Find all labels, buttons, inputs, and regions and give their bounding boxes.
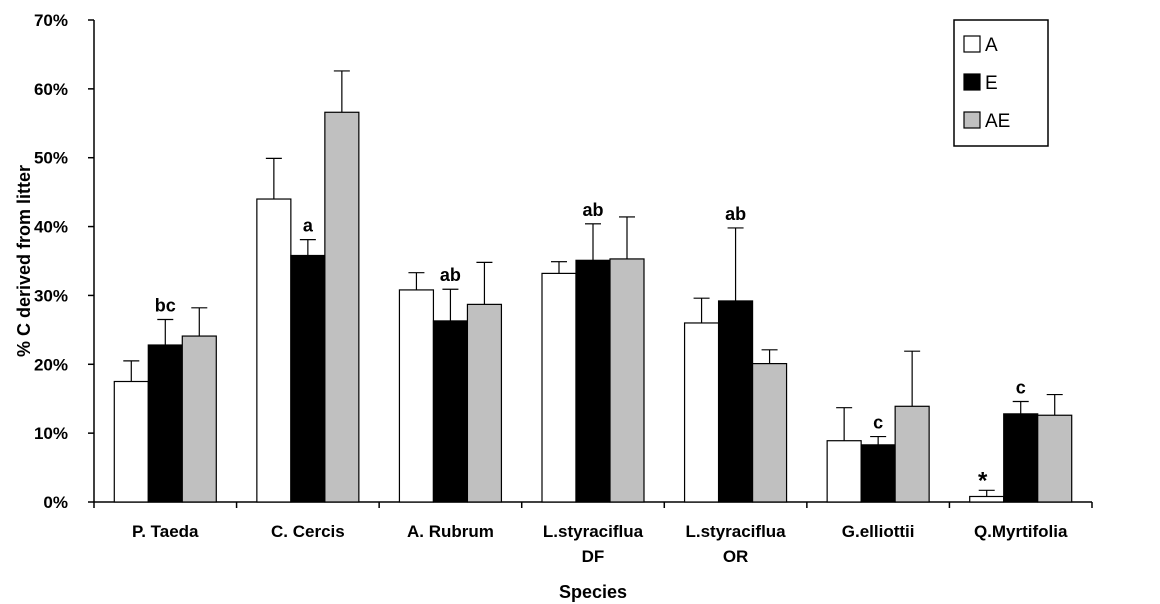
bar-a xyxy=(541,272,577,503)
y-tick-label: 60% xyxy=(34,80,68,99)
x-tick-label: G.elliottii xyxy=(842,522,915,541)
bar-a xyxy=(683,322,720,503)
y-tick-label: 10% xyxy=(34,424,68,443)
significance-label: * xyxy=(978,467,988,494)
x-tick-label: OR xyxy=(723,547,749,566)
significance-label: ab xyxy=(582,200,603,220)
significance-label: bc xyxy=(155,296,176,316)
bar-a xyxy=(256,198,292,503)
legend-label-ae: AE xyxy=(985,111,1010,132)
bar-a xyxy=(969,495,1005,503)
significance-label: c xyxy=(1016,377,1026,397)
bar-e xyxy=(432,320,469,503)
significance-label: ab xyxy=(440,265,461,285)
significance-label: a xyxy=(303,216,314,236)
y-tick-label: 30% xyxy=(34,286,68,305)
bar-ae xyxy=(894,405,930,503)
significance-label: ab xyxy=(725,204,746,224)
significance-label: c xyxy=(873,413,883,433)
bar-ae xyxy=(466,303,503,503)
bar-e xyxy=(860,444,896,503)
bar-ae xyxy=(751,362,788,503)
bar-ae xyxy=(1037,414,1073,503)
x-tick-label: Q.Myrtifolia xyxy=(974,522,1068,541)
x-tick-label: L.styraciflua xyxy=(543,522,644,541)
bar-ae xyxy=(181,335,217,503)
x-tick-label: L.styraciflua xyxy=(685,522,786,541)
bar-a xyxy=(826,440,862,503)
bar-ae xyxy=(609,258,645,503)
legend-swatch-e xyxy=(963,73,981,91)
legend-label-e: E xyxy=(985,73,998,94)
y-axis-title: % C derived from litter xyxy=(14,165,34,357)
x-axis-title: Species xyxy=(559,582,627,602)
y-tick-label: 50% xyxy=(34,149,68,168)
bar-e xyxy=(575,259,611,503)
y-tick-label: 0% xyxy=(43,493,68,512)
bar-ae xyxy=(324,111,360,503)
legend-swatch-ae xyxy=(963,111,981,129)
y-tick-label: 70% xyxy=(34,11,68,30)
y-tick-label: 20% xyxy=(34,355,68,374)
bar-a xyxy=(398,289,435,503)
x-tick-label: DF xyxy=(582,547,605,566)
bar-e xyxy=(290,254,326,503)
bar-e xyxy=(147,344,183,503)
y-tick-label: 40% xyxy=(34,218,68,237)
bar-e xyxy=(717,300,754,503)
legend-label-a: A xyxy=(985,35,998,56)
bar-e xyxy=(1003,413,1039,503)
bar-a xyxy=(113,380,149,503)
legend-swatch-a xyxy=(963,35,981,53)
x-tick-label: P. Taeda xyxy=(132,522,199,541)
x-tick-label: A. Rubrum xyxy=(407,522,494,541)
x-tick-label: C. Cercis xyxy=(271,522,345,541)
